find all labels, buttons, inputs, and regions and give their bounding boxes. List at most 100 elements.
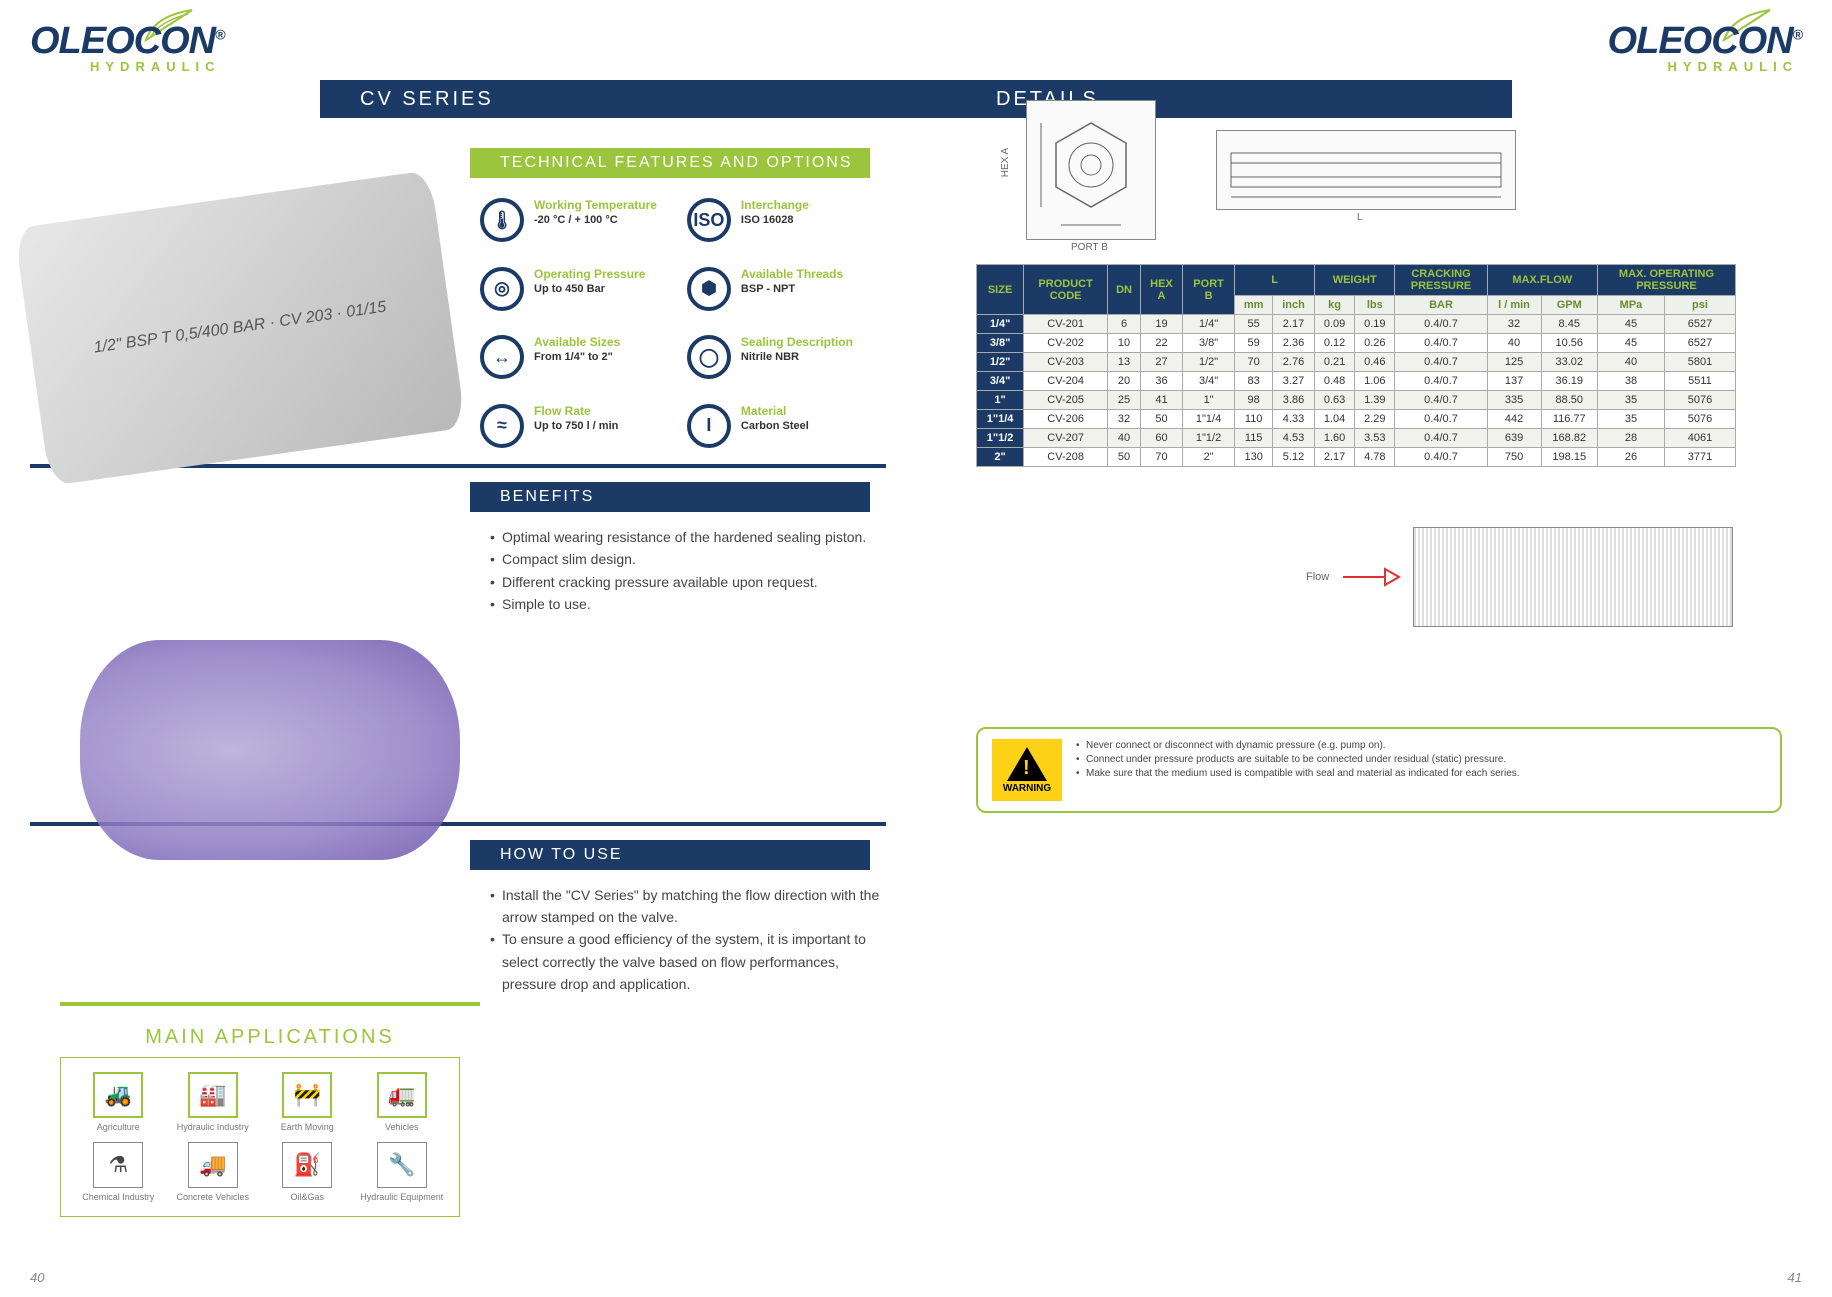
table-cell: 32	[1108, 410, 1141, 429]
brand-name: OLEOCON	[30, 20, 215, 62]
table-cell: CV-205	[1024, 391, 1108, 410]
divider-green	[60, 1002, 480, 1006]
page-number-right: 41	[1788, 1270, 1802, 1285]
table-cell: 116.77	[1541, 410, 1597, 429]
feature-item: ≈ Flow Rate Up to 750 l / min	[480, 404, 657, 459]
table-cell: 4.33	[1273, 410, 1315, 429]
flow-schematic	[1413, 527, 1733, 627]
feature-title: Sealing Description	[741, 335, 853, 349]
table-cell: 98	[1235, 391, 1273, 410]
app-icon: 🚧	[282, 1072, 332, 1118]
table-row: 1"1/2CV-20740601"1/21154.531.603.530.4/0…	[977, 429, 1736, 448]
table-cell: 0.48	[1314, 372, 1354, 391]
table-cell: 45	[1597, 315, 1664, 334]
table-cell: 198.15	[1541, 448, 1597, 467]
header-text-left: CV SERIES	[360, 88, 494, 111]
app-label: Oil&Gas	[290, 1192, 324, 1202]
table-cell: 639	[1487, 429, 1541, 448]
table-cell: 1"1/2	[1182, 429, 1234, 448]
reg-mark: ®	[215, 26, 224, 42]
app-label: Vehicles	[385, 1122, 419, 1132]
table-cell: 0.19	[1355, 315, 1395, 334]
table-cell: 6	[1108, 315, 1141, 334]
app-label: Hydraulic Industry	[177, 1122, 249, 1132]
warning-triangle-icon	[1007, 747, 1047, 781]
table-cell: 130	[1235, 448, 1273, 467]
feature-value: From 1/4" to 2"	[534, 351, 620, 363]
logo-right: OLEOCON® HYDRAULIC	[1608, 20, 1802, 74]
feature-title: Material	[741, 404, 809, 418]
app-label: Agriculture	[97, 1122, 140, 1132]
table-cell: 2"	[1182, 448, 1234, 467]
app-item: ⛽ Oil&Gas	[264, 1142, 351, 1202]
table-cell: 137	[1487, 372, 1541, 391]
warning-item: Connect under pressure products are suit…	[1076, 753, 1520, 767]
howto-item: To ensure a good efficiency of the syste…	[490, 928, 890, 995]
table-cell: 41	[1141, 391, 1183, 410]
table-cell: 36	[1141, 372, 1183, 391]
app-label: Chemical Industry	[82, 1192, 154, 1202]
feature-item: ◎ Operating Pressure Up to 450 Bar	[480, 267, 657, 322]
table-row: 3/8"CV-20210223/8"592.360.120.260.4/0.74…	[977, 334, 1736, 353]
table-cell: 26	[1597, 448, 1664, 467]
table-cell: 2.76	[1273, 353, 1315, 372]
table-cell: 70	[1235, 353, 1273, 372]
table-cell: 27	[1141, 353, 1183, 372]
table-cell: 5801	[1664, 353, 1735, 372]
table-cell: 1/4"	[977, 315, 1024, 334]
table-cell: 0.4/0.7	[1395, 448, 1487, 467]
flow-label: Flow	[1306, 571, 1329, 583]
table-cell: 36.19	[1541, 372, 1597, 391]
feature-title: Available Threads	[741, 267, 843, 281]
benefit-item: Compact slim design.	[490, 548, 890, 570]
feature-item: ⬢ Available Threads BSP - NPT	[687, 267, 864, 322]
table-cell: 20	[1108, 372, 1141, 391]
spec-table: SIZE PRODUCTCODE DN HEXA PORTB L WEIGHT …	[976, 264, 1736, 467]
feature-icon: ◎	[480, 267, 524, 311]
table-cell: 33.02	[1541, 353, 1597, 372]
table-cell: CV-207	[1024, 429, 1108, 448]
page-left: OLEOCON® HYDRAULIC CV SERIES TECHNICAL F…	[0, 0, 916, 1297]
table-cell: 0.12	[1314, 334, 1354, 353]
table-cell: 10.56	[1541, 334, 1597, 353]
table-cell: 1"1/4	[977, 410, 1024, 429]
table-cell: 1.39	[1355, 391, 1395, 410]
table-cell: 70	[1141, 448, 1183, 467]
table-cell: 59	[1235, 334, 1273, 353]
feature-value: BSP - NPT	[741, 283, 843, 295]
table-cell: CV-201	[1024, 315, 1108, 334]
table-cell: 35	[1597, 410, 1664, 429]
table-cell: 3/8"	[1182, 334, 1234, 353]
page-number-left: 40	[30, 1270, 44, 1285]
tech-features-bar: TECHNICAL FEATURES AND OPTIONS	[470, 148, 870, 178]
page-right: OLEOCON® HYDRAULIC DETAILS HEX A PORT B	[916, 0, 1832, 1297]
table-cell: CV-208	[1024, 448, 1108, 467]
dim-hex-a: HEX A	[1000, 148, 1011, 177]
feature-title: Available Sizes	[534, 335, 620, 349]
feature-title: Interchange	[741, 198, 809, 212]
table-cell: 0.26	[1355, 334, 1395, 353]
header-bar-left: CV SERIES	[320, 80, 916, 118]
table-cell: 168.82	[1541, 429, 1597, 448]
benefits-bar: BENEFITS	[470, 482, 870, 512]
logo-left: OLEOCON® HYDRAULIC	[30, 20, 886, 74]
table-row: 2"CV-20850702"1305.122.174.780.4/0.77501…	[977, 448, 1736, 467]
feature-icon: 🌡	[480, 198, 524, 242]
feature-value: Up to 450 Bar	[534, 283, 645, 295]
table-cell: 6527	[1664, 315, 1735, 334]
table-cell: 55	[1235, 315, 1273, 334]
table-cell: 4.53	[1273, 429, 1315, 448]
table-cell: 750	[1487, 448, 1541, 467]
table-cell: 32	[1487, 315, 1541, 334]
table-cell: 5511	[1664, 372, 1735, 391]
howto-title: HOW TO USE	[500, 846, 623, 864]
howto-item: Install the "CV Series" by matching the …	[490, 884, 890, 929]
table-cell: 3.86	[1273, 391, 1315, 410]
header-bar-right: DETAILS	[916, 80, 1512, 118]
table-cell: 13	[1108, 353, 1141, 372]
app-item: 🏭 Hydraulic Industry	[170, 1072, 257, 1132]
table-cell: 3.27	[1273, 372, 1315, 391]
table-cell: 0.4/0.7	[1395, 372, 1487, 391]
table-cell: CV-203	[1024, 353, 1108, 372]
app-icon: 🚚	[188, 1142, 238, 1188]
